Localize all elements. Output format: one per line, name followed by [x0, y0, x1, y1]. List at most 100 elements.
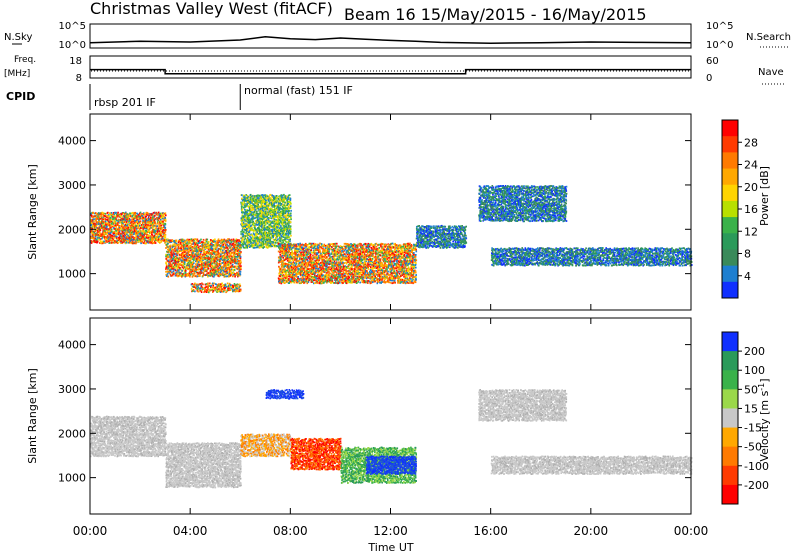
power-cell-band-0: [94, 240, 96, 242]
power-cell-band-3: [288, 210, 290, 212]
power-cell-band-1: [179, 256, 182, 259]
power-cell-band-0: [142, 220, 145, 223]
power-cell-band-0: [141, 230, 143, 233]
power-cell-band-0: [105, 222, 108, 225]
beam-date-title: Beam 16 15/May/2015 - 16/May/2015: [344, 5, 647, 24]
power-cell-band-0: [131, 225, 133, 228]
power-cell-band-1: [201, 257, 203, 260]
power-cell-band-0: [127, 240, 129, 243]
radar-title: Christmas Valley West (fitACF): [90, 0, 333, 18]
power-scatter-cells: [90, 185, 693, 294]
power-cell-band-0: [113, 214, 116, 217]
power-cell-band-0: [143, 236, 145, 239]
power-cell-band-0: [148, 222, 150, 225]
power-cell-band-4: [280, 257, 282, 260]
power-cell-band-1: [165, 265, 168, 268]
power-cell-band-1: [176, 258, 178, 261]
power-cell-band-0: [104, 231, 107, 234]
power-cell-band-3: [290, 216, 292, 219]
power-cell-band-1: [205, 268, 208, 271]
power-cell-band-0: [117, 238, 119, 241]
power-cell-band-0: [96, 240, 99, 243]
power-cell-band-0: [159, 228, 162, 231]
power-cell-band-0: [157, 222, 159, 225]
power-cell-band-0: [118, 228, 121, 231]
power-cell-band-0: [98, 213, 100, 216]
power-cell-band-1: [195, 245, 198, 248]
power-cell-band-1: [182, 257, 184, 260]
power-cell-band-0: [156, 221, 159, 223]
power-cell-band-2: [212, 290, 215, 292]
power-cell-band-0: [148, 218, 150, 220]
power-cell-band-0: [98, 236, 101, 239]
power-cell-band-0: [130, 235, 132, 238]
power-cell-band-0: [144, 223, 146, 225]
power-cell-band-0: [113, 219, 115, 222]
power-cell-band-1: [195, 275, 197, 277]
power-cell-band-1: [183, 263, 186, 265]
power-cell-band-0: [146, 212, 149, 214]
power-cell-band-1: [196, 260, 198, 263]
power-cell-band-1: [210, 243, 212, 245]
power-cell-band-0: [114, 216, 117, 219]
power-cell-band-0: [126, 233, 128, 236]
power-cell-band-0: [101, 232, 104, 235]
power-cell-band-0: [161, 223, 164, 226]
power-cell-band-1: [175, 262, 177, 264]
power-cell-band-4: [301, 246, 304, 249]
nsky-frame: [89, 23, 692, 49]
power-cell-band-0: [142, 228, 144, 230]
power-cell-band-0: [136, 218, 138, 221]
power-cell-band-0: [108, 240, 110, 243]
power-cell-band-0: [110, 222, 113, 225]
power-cell-band-4: [290, 278, 293, 280]
power-cell-band-0: [152, 230, 154, 233]
power-cell-band-0: [148, 234, 151, 237]
power-cell-band-0: [147, 225, 150, 228]
power-cell-band-0: [115, 222, 117, 225]
power-cell-band-0: [150, 223, 153, 226]
power-cell-band-0: [96, 223, 98, 225]
power-cell-band-3: [289, 232, 292, 235]
power-cell-band-1: [206, 259, 209, 262]
power-cell-band-3: [265, 199, 267, 202]
power-cell-band-1: [182, 262, 185, 264]
power-cell-band-2: [214, 288, 216, 291]
power-cell-band-1: [203, 270, 206, 273]
power-cell-band-0: [126, 235, 128, 238]
power-cell-band-1: [169, 248, 172, 250]
power-cell-band-0: [126, 214, 129, 217]
power-cell-band-1: [206, 270, 208, 272]
power-cell-band-1: [182, 240, 184, 243]
power-cell-band-1: [183, 243, 186, 246]
power-cell-band-1: [167, 255, 170, 258]
power-cell-band-0: [137, 215, 140, 218]
power-cell-band-1: [168, 245, 171, 248]
power-cell-band-0: [96, 231, 99, 234]
power-cell-band-2: [194, 290, 196, 293]
power-cell-band-0: [103, 235, 105, 238]
power-cell-band-1: [192, 258, 194, 261]
power-cell-band-0: [145, 223, 148, 226]
power-cell-band-0: [92, 236, 95, 239]
power-cell-band-1: [204, 251, 207, 253]
power-cell-band-0: [134, 213, 136, 216]
power-cell-band-1: [175, 242, 178, 245]
power-cell-band-0: [137, 235, 140, 238]
power-cell-band-0: [154, 212, 156, 215]
power-cell-band-1: [193, 238, 196, 241]
power-cell-band-0: [149, 242, 151, 244]
power-cell-band-0: [91, 229, 93, 231]
power-cell-band-0: [142, 226, 144, 229]
power-cell-band-0: [127, 216, 130, 219]
power-cell-band-1: [179, 273, 181, 276]
power-cell-band-3: [253, 200, 256, 203]
power-cell-band-0: [154, 214, 156, 217]
power-cell-band-0: [164, 218, 167, 221]
power-cell-band-1: [202, 264, 205, 267]
power-cell-band-1: [191, 254, 194, 257]
power-cell-band-0: [106, 229, 109, 232]
power-cell-band-1: [193, 257, 195, 260]
power-cell-band-0: [121, 225, 124, 227]
power-cell-band-2: [239, 288, 242, 291]
